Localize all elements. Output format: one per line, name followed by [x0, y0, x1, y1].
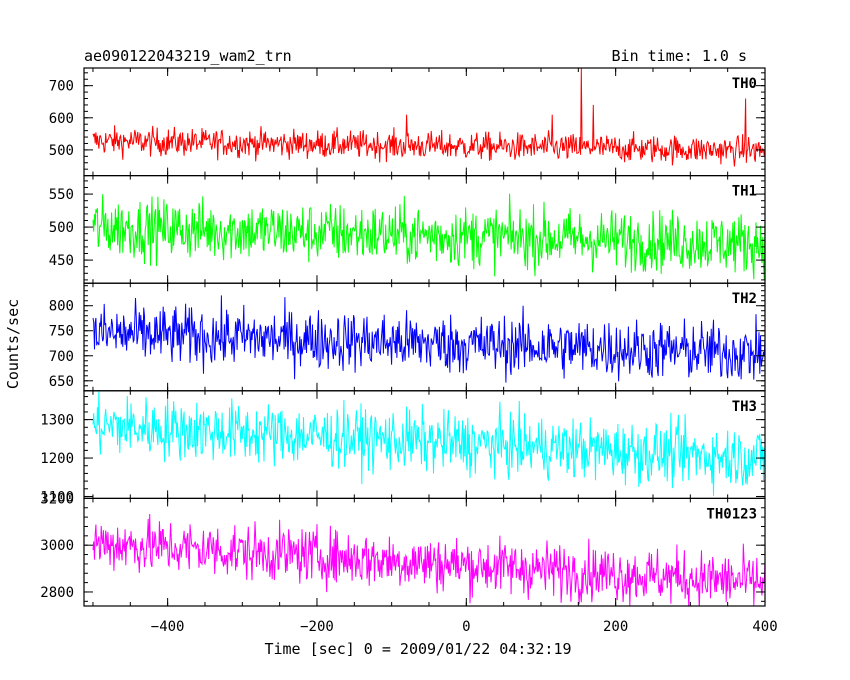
- panel-th0: 500 600 700 TH0: [49, 67, 766, 177]
- y-tick-label: 1100: [40, 489, 74, 505]
- panel-label: TH2: [732, 291, 757, 307]
- series-th0: [92, 68, 765, 167]
- y-tick-label: 450: [49, 253, 74, 269]
- y-tick-label: 600: [49, 111, 74, 127]
- panel-label: TH1: [732, 184, 757, 200]
- y-axis-label: Counts/sec: [4, 299, 22, 389]
- panel-th3: 1100 1200 1300 TH3: [40, 390, 766, 505]
- x-axis-label: Time [sec] 0 = 2009/01/22 04:32:19: [264, 640, 571, 658]
- panel-th1: 450 500 550 TH1: [49, 175, 766, 284]
- series-th2: [92, 295, 765, 383]
- y-tick-label: 700: [49, 349, 74, 365]
- y-tick-label: 1300: [40, 413, 74, 429]
- panel-label: TH0123: [706, 506, 757, 522]
- y-tick-label: 1200: [40, 451, 74, 467]
- y-tick-label: 700: [49, 79, 74, 95]
- y-tick-label: 500: [49, 220, 74, 236]
- y-tick-label: 2800: [40, 585, 74, 601]
- y-tick-label: 500: [49, 143, 74, 159]
- panel-th0123: 2800 3000 3200 TH0123: [40, 491, 766, 607]
- panel-frame: [83, 67, 766, 177]
- y-tick-label: 3200: [40, 491, 74, 507]
- panel-frame: [83, 497, 766, 607]
- panel-label: TH3: [732, 399, 757, 415]
- y-tick-label: 750: [49, 324, 74, 340]
- x-axis: −400 −200 0 200 400: [151, 619, 778, 635]
- y-tick-label: 650: [49, 374, 74, 390]
- y-tick-label: 3000: [40, 538, 74, 554]
- chart-title: ae090122043219_wam2_trn: [84, 47, 292, 65]
- x-tick-label: 200: [603, 619, 628, 635]
- x-tick-label: 0: [462, 619, 470, 635]
- series-th1: [92, 193, 765, 281]
- panels-group: 500 600 700 TH0 450 500 550 TH1 650 700 750 800 TH2 1…: [40, 67, 766, 607]
- bin-time-label: Bin time: 1.0 s: [612, 47, 747, 65]
- y-tick-label: 800: [49, 299, 74, 315]
- series-th0123: [92, 513, 765, 606]
- x-tick-label: −400: [151, 619, 185, 635]
- series-th3: [92, 390, 765, 496]
- panel-th2: 650 700 750 800 TH2: [49, 282, 766, 392]
- panel-label: TH0: [732, 76, 757, 92]
- x-tick-label: 400: [752, 619, 777, 635]
- y-tick-label: 550: [49, 187, 74, 203]
- x-tick-label: −200: [300, 619, 334, 635]
